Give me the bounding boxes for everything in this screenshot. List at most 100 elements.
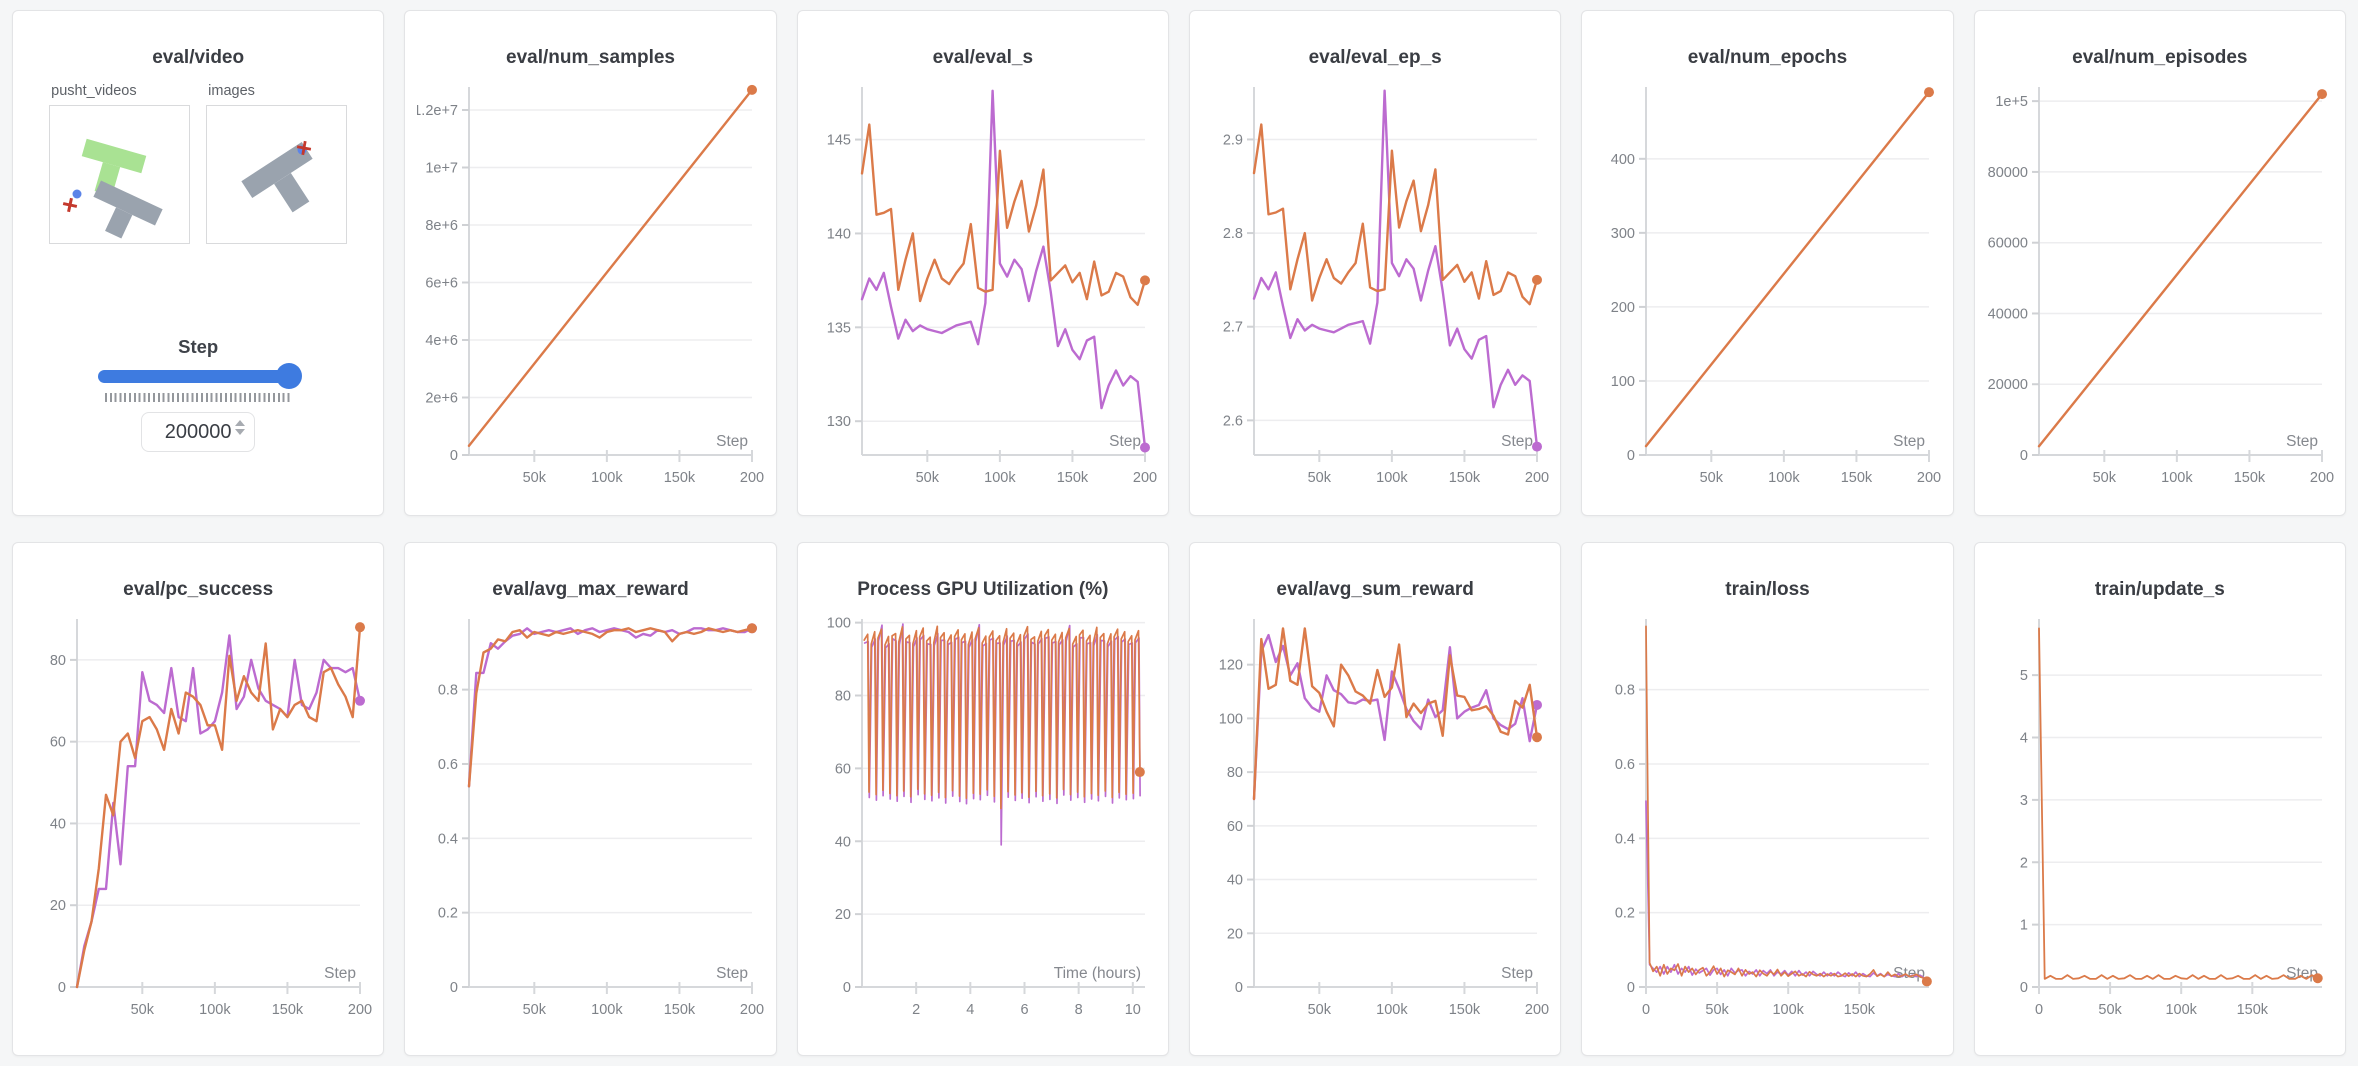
panel-eval-avg-sum-reward[interactable]: eval/avg_sum_reward 0 20 40 60 80 100 120 50k 100… [1189, 542, 1562, 1056]
x-tick-label: 150k [1449, 1002, 1481, 1018]
step-number-input[interactable]: 200000 [141, 412, 256, 452]
x-tick-label: 50k [1308, 470, 1332, 486]
y-tick-label: 40 [50, 816, 66, 832]
series-endpoint-orange [2312, 973, 2323, 984]
x-tick-label: 50k [131, 1002, 155, 1018]
series-line-purple [860, 89, 1146, 449]
series-line-orange [860, 123, 1146, 307]
series-line-purple [1645, 800, 1929, 983]
y-tick-label: 0.2 [1615, 906, 1635, 922]
y-tick-label: 20 [1227, 926, 1243, 942]
panel-eval-num-samples[interactable]: eval/num_samples 0 2e+6 4e+6 6e+6 8e+6 1e+7 1.2… [404, 10, 777, 516]
series-endpoint-purple [355, 695, 365, 706]
panel-eval-num-epochs[interactable]: eval/num_epochs 0 100 200 300 400 50k 100k 150k 2… [1581, 10, 1954, 516]
x-tick-label: 10 [1124, 1002, 1140, 1018]
chart-title: eval/num_epochs [1687, 47, 1848, 68]
series-line-orange [75, 626, 362, 989]
y-tick-label: 1e+7 [426, 161, 459, 177]
x-tick-label: 0 [1642, 1002, 1650, 1018]
chart-canvas[interactable]: 0 1 2 3 4 5 0 50k 100k 150k Step [1987, 603, 2334, 1033]
step-slider[interactable] [98, 363, 303, 389]
y-tick-label: 0 [450, 980, 458, 996]
series-line-orange [1645, 91, 1931, 448]
chart-title: train/update_s [2094, 579, 2225, 600]
panel-process-gpu-utilization[interactable]: Process GPU Utilization (%) 0 20 40 60 80 100 2… [796, 542, 1169, 1056]
x-axis-label: Step [324, 965, 356, 982]
gray-t-shape [93, 180, 163, 239]
x-tick-label: 200 [2310, 470, 2334, 486]
y-tick-label: 1 [2020, 918, 2028, 934]
series-endpoint-orange [1134, 767, 1145, 778]
step-value: 200000 [164, 420, 232, 443]
target-cross-icon [62, 197, 78, 213]
x-tick-label: 50k [523, 1002, 547, 1018]
x-tick-label: 200 [740, 1002, 764, 1018]
chart-canvas[interactable]: 0 20 40 60 80 100 2 4 6 8 10 Time (hours) [810, 603, 1157, 1033]
x-tick-label: 150k [664, 470, 696, 486]
x-tick-label: 150k [1449, 470, 1481, 486]
chart-canvas[interactable]: 0 0.2 0.4 0.6 0.8 0 50k 100k 150k Step [1594, 603, 1941, 1033]
x-tick-label: 100k [1376, 1002, 1408, 1018]
pusht-video-thumbnail[interactable] [49, 105, 191, 244]
target-cross-icon [297, 140, 312, 156]
y-tick-label: 0.8 [1615, 683, 1635, 699]
x-axis-label: Step [1109, 433, 1141, 450]
step-control: Step 200000 [25, 336, 371, 452]
media-thumbs: pusht_videos [25, 83, 371, 244]
chart-canvas[interactable]: 0 100 200 300 400 50k 100k 150k 200 Step [1594, 71, 1941, 501]
y-tick-label: 40 [1227, 873, 1243, 889]
chart-title: eval/pc_success [123, 579, 274, 600]
panel-eval-pc-success[interactable]: eval/pc_success 0 20 40 60 80 50k 100k 150k 200 St… [12, 542, 385, 1056]
y-tick-label: 0 [58, 980, 66, 996]
x-tick-label: 100k [2165, 1002, 2197, 1018]
y-tick-label: 40000 [1987, 306, 2027, 322]
x-tick-label: 100k [1773, 1002, 1805, 1018]
y-tick-label: 2.8 [1223, 226, 1243, 242]
x-tick-label: 150k [1056, 470, 1088, 486]
y-tick-label: 0 [843, 980, 851, 996]
chart-title: eval/eval_s [932, 47, 1034, 68]
x-axis-label: Step [716, 965, 748, 982]
series-line-orange [1645, 625, 1929, 983]
step-slider-label: Step [178, 336, 219, 357]
step-slider-track[interactable] [98, 370, 299, 383]
chart-canvas[interactable]: 0 2e+6 4e+6 6e+6 8e+6 1e+7 1.2e+7 50k 100k 150k 20… [417, 71, 764, 501]
stepper-arrows-icon[interactable] [235, 420, 246, 435]
chart-canvas[interactable]: 2.6 2.7 2.8 2.9 50k 100k 150k 200 Step [1202, 71, 1549, 501]
y-tick-label: 120 [1219, 658, 1243, 674]
y-tick-label: 0.6 [1615, 757, 1635, 773]
y-tick-label: 0.8 [438, 683, 458, 699]
panel-eval-eval-s[interactable]: eval/eval_s 130 135 140 145 50k 100k 150k 200 Ste… [796, 10, 1169, 516]
y-tick-label: 6e+6 [426, 276, 459, 292]
panel-eval-num-episodes[interactable]: eval/num_episodes 0 20000 40000 60000 80000 1e… [1973, 10, 2346, 516]
step-slider-handle[interactable] [276, 363, 303, 389]
x-tick-label: 8 [1074, 1002, 1082, 1018]
chart-canvas[interactable]: 130 135 140 145 50k 100k 150k 200 Step [810, 71, 1157, 501]
chart-canvas[interactable]: 0 20 40 60 80 50k 100k 150k 200 Step [25, 603, 372, 1033]
series-line-orange [863, 625, 1141, 810]
panel-eval-eval-ep-s[interactable]: eval/eval_ep_s 2.6 2.7 2.8 2.9 50k 100k 150k 200… [1189, 10, 1562, 516]
series-endpoint-orange [747, 84, 758, 95]
x-tick-label: 100k [591, 470, 623, 486]
images-thumbnail[interactable] [206, 105, 348, 244]
panel-train-loss[interactable]: train/loss 0 0.2 0.4 0.6 0.8 0 50k 100k 150k Step [1581, 542, 1954, 1056]
series-endpoint-orange [1139, 275, 1150, 286]
chart-canvas[interactable]: 0 0.2 0.4 0.6 0.8 50k 100k 150k 200 Step [417, 603, 764, 1033]
pusht-scene-image [50, 106, 190, 243]
panel-eval-video[interactable]: eval/video pusht_videos [12, 10, 385, 516]
chart-canvas[interactable]: 0 20000 40000 60000 80000 1e+5 50k 100k 150k 200 S… [1987, 71, 2334, 501]
series-endpoint-orange [1924, 87, 1935, 98]
chart-canvas[interactable]: 0 20 40 60 80 100 120 50k 100k 150k 200 Step [1202, 603, 1549, 1033]
y-tick-label: 60000 [1987, 236, 2027, 252]
series-line-orange [1252, 123, 1539, 306]
y-tick-label: 2.9 [1223, 132, 1243, 148]
panel-eval-avg-max-reward[interactable]: eval/avg_max_reward 0 0.2 0.4 0.6 0.8 50k 100k 1… [404, 542, 777, 1056]
panel-title: eval/video [152, 47, 245, 68]
x-tick-label: 100k [2161, 470, 2193, 486]
y-tick-label: 3 [2020, 793, 2028, 809]
y-tick-label: 400 [1611, 152, 1635, 168]
panel-train-update-s[interactable]: train/update_s 0 1 2 3 4 5 0 50k 100k 150k Step [1973, 542, 2346, 1056]
x-tick-label: 100k [1768, 470, 1800, 486]
y-tick-label: 0 [1627, 980, 1635, 996]
